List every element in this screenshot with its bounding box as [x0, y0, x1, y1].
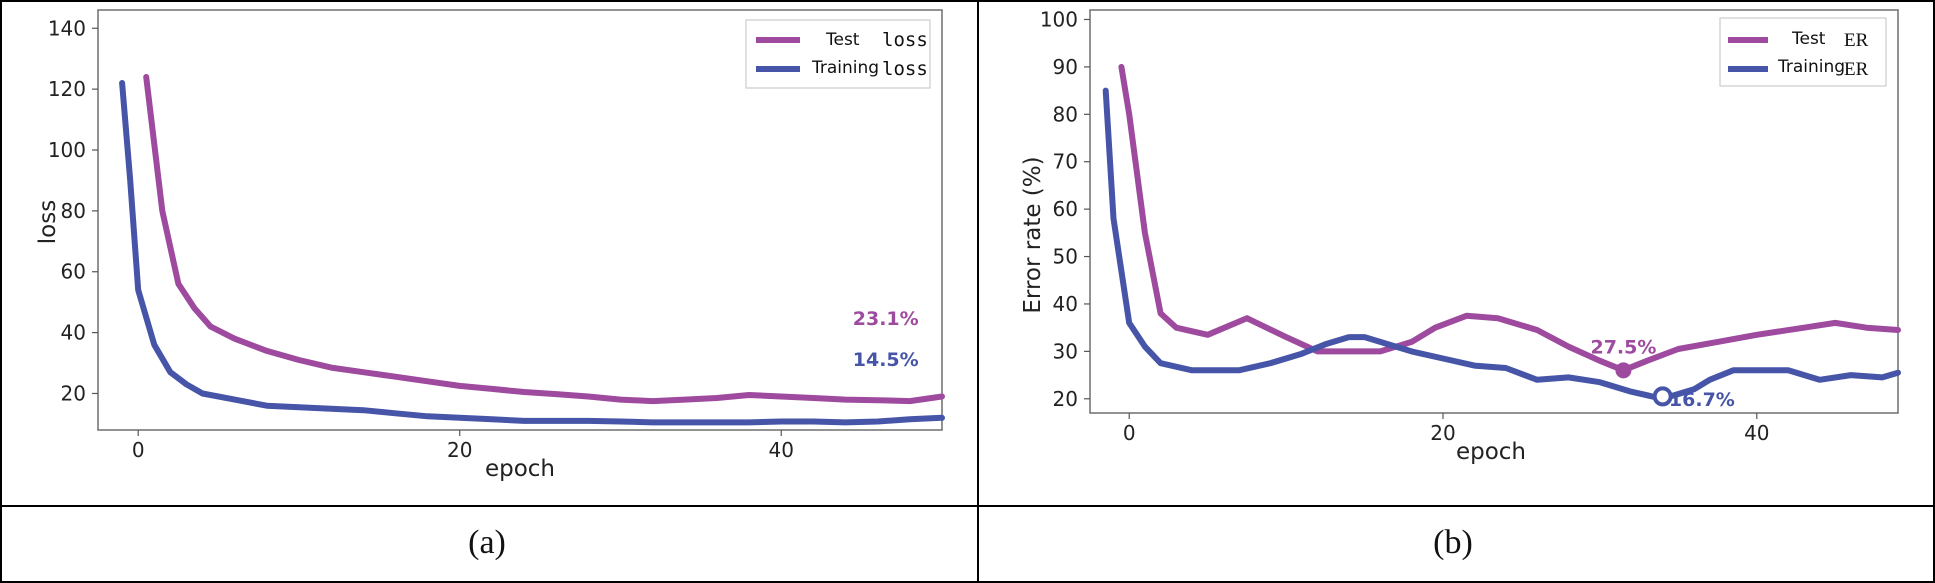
error-y-tick-label-70: 70: [1053, 150, 1078, 174]
loss-plot-frame: [97, 9, 943, 431]
error-x-axis-label: epoch: [1456, 439, 1526, 465]
error-series-test-line: [1118, 63, 1901, 374]
loss-y-tick-label-40: 40: [61, 321, 86, 345]
error-y-tick-label-60: 60: [1053, 197, 1078, 221]
error-training-annotation: 16.7%: [1669, 389, 1735, 411]
error-y-tick-label-80: 80: [1053, 102, 1078, 126]
error-y-tick-label-40: 40: [1053, 292, 1078, 316]
error-x-tick-label-20: 20: [1430, 421, 1455, 445]
error-legend-training-label: Training: [1777, 57, 1845, 77]
loss-y-tick-label-60: 60: [61, 260, 86, 284]
loss-y-axis-label: loss: [35, 200, 61, 244]
loss-series-training-line: [119, 80, 945, 426]
error-axis-ticks: 0 20 40 20 30 40 50 60 70 80 90 100: [1040, 7, 1770, 445]
error-legend-training-metric: ER: [1844, 59, 1869, 80]
error-y-axis-label: Error rate (%): [1020, 156, 1046, 313]
loss-legend-training-label: Training: [811, 58, 879, 78]
loss-x-tick-label-20: 20: [447, 438, 472, 462]
error-y-tick-label-100: 100: [1040, 7, 1078, 31]
error-x-tick-label-40: 40: [1744, 421, 1769, 445]
loss-x-axis-label: epoch: [485, 456, 555, 482]
error-y-tick-label-20: 20: [1053, 387, 1078, 411]
error-annotations: 27.5% 16.7%: [1590, 337, 1734, 411]
error-legend-box: [1719, 17, 1887, 87]
loss-legend: Test loss Training loss: [745, 19, 931, 89]
loss-series-test-line: [143, 74, 945, 405]
error-marker-0: [1615, 362, 1632, 379]
loss-x-tick-label-0: 0: [132, 438, 145, 462]
caption-a: (a): [468, 524, 506, 561]
error-series-lines: [1102, 63, 1901, 402]
loss-series-lines: [119, 74, 945, 426]
loss-y-tick-label-120: 120: [48, 77, 86, 101]
loss-legend-test-label: Test: [825, 30, 860, 50]
loss-training-annotation: 14.5%: [853, 349, 919, 371]
loss-chart-panel: 0 20 40 20 40 60 80 100 120 140 epoch loss 23.1% …: [35, 9, 945, 482]
caption-b: (b): [1433, 524, 1473, 561]
error-plot-frame: [1089, 9, 1899, 414]
error-test-annotation: 27.5%: [1590, 337, 1656, 359]
error-legend: Test ER Training ER: [1719, 17, 1887, 87]
loss-legend-training-metric: loss: [882, 58, 928, 80]
loss-y-tick-label-80: 80: [61, 199, 86, 223]
error-y-tick-label-50: 50: [1053, 245, 1078, 269]
error-legend-test-label: Test: [1791, 29, 1826, 49]
loss-legend-test-metric: loss: [882, 29, 928, 51]
error-y-tick-label-90: 90: [1053, 55, 1078, 79]
error-x-tick-label-0: 0: [1123, 421, 1136, 445]
loss-y-tick-label-20: 20: [61, 381, 86, 405]
loss-x-tick-label-40: 40: [769, 438, 794, 462]
error-y-tick-label-30: 30: [1053, 339, 1078, 363]
loss-y-tick-label-140: 140: [48, 16, 86, 40]
loss-y-tick-label-100: 100: [48, 138, 86, 162]
error-legend-test-metric: ER: [1844, 30, 1869, 51]
loss-legend-box: [745, 19, 931, 89]
error-rate-chart-panel: 0 20 40 20 30 40 50 60 70 80 90 100 epoch Error rat…: [1020, 7, 1901, 465]
error-series-training-line: [1102, 87, 1901, 402]
error-marker-1: [1652, 386, 1673, 407]
error-markers: [1615, 362, 1673, 407]
loss-test-annotation: 23.1%: [853, 308, 919, 330]
loss-axis-ticks: 0 20 40 20 40 60 80 100 120 140: [48, 16, 794, 462]
loss-annotations: 23.1% 14.5%: [853, 308, 919, 371]
